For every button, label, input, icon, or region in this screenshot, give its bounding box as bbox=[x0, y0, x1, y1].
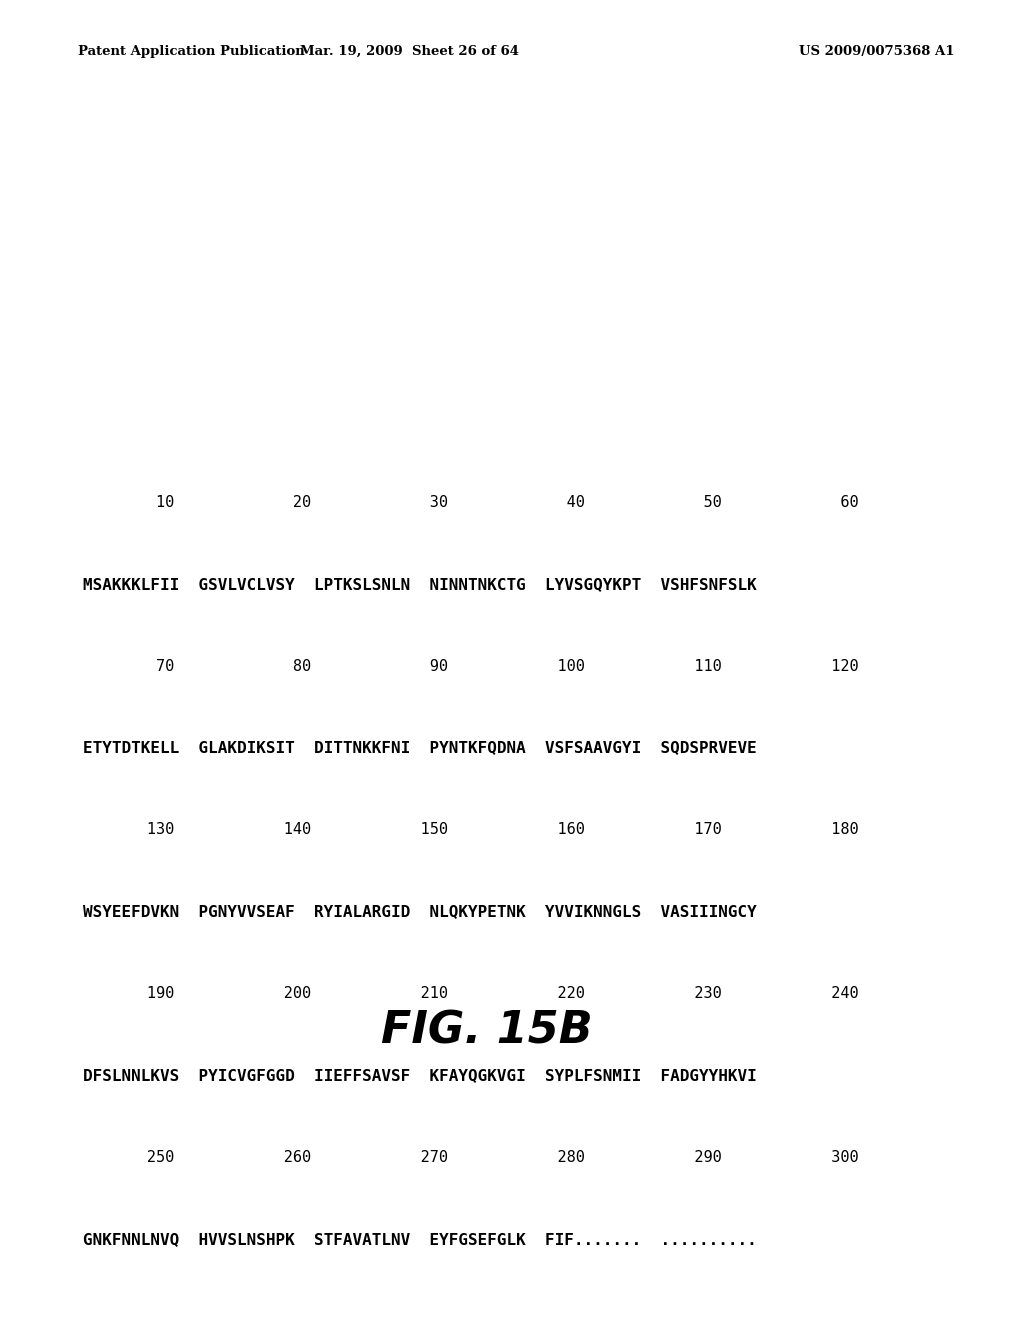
Text: Mar. 19, 2009  Sheet 26 of 64: Mar. 19, 2009 Sheet 26 of 64 bbox=[300, 45, 519, 58]
Text: FIG. 15B: FIG. 15B bbox=[382, 1010, 593, 1053]
Text: MSAKKKLFII  GSVLVCLVSY  LPTKSLSNLN  NINNTNKCTG  LYVSGQYKPT  VSHFSNFSLK: MSAKKKLFII GSVLVCLVSY LPTKSLSNLN NINNTNK… bbox=[83, 577, 757, 591]
Text: Patent Application Publication: Patent Application Publication bbox=[78, 45, 305, 58]
Text: 10             20             30             40             50             60: 10 20 30 40 50 60 bbox=[83, 495, 858, 510]
Text: ETYTDTKELL  GLAKDIKSIT  DITTNKKFNI  PYNTKFQDNA  VSFSAAVGYI  SQDSPRVEVE: ETYTDTKELL GLAKDIKSIT DITTNKKFNI PYNTKFQ… bbox=[83, 741, 757, 755]
Text: DFSLNNLKVS  PYICVGFGGD  IIEFFSAVSF  KFAYQGKVGI  SYPLFSNMII  FADGYYHKVI: DFSLNNLKVS PYICVGFGGD IIEFFSAVSF KFAYQGK… bbox=[83, 1068, 757, 1082]
Text: 250            260            270            280            290            300: 250 260 270 280 290 300 bbox=[83, 1150, 858, 1164]
Text: WSYEEFDVKN  PGNYVVSEAF  RYIALARGID  NLQKYPETNK  YVVIKNNGLS  VASIIINGCY: WSYEEFDVKN PGNYVVSEAF RYIALARGID NLQKYPE… bbox=[83, 904, 757, 919]
Text: 70             80             90            100            110            120: 70 80 90 100 110 120 bbox=[83, 659, 858, 673]
Text: US 2009/0075368 A1: US 2009/0075368 A1 bbox=[799, 45, 954, 58]
Text: 130            140            150            160            170            180: 130 140 150 160 170 180 bbox=[83, 822, 858, 837]
Text: 190            200            210            220            230            240: 190 200 210 220 230 240 bbox=[83, 986, 858, 1001]
Text: GNKFNNLNVQ  HVVSLNSHPK  STFAVATLNV  EYFGSEFGLK  FIF.......  ..........: GNKFNNLNVQ HVVSLNSHPK STFAVATLNV EYFGSEF… bbox=[83, 1232, 757, 1246]
